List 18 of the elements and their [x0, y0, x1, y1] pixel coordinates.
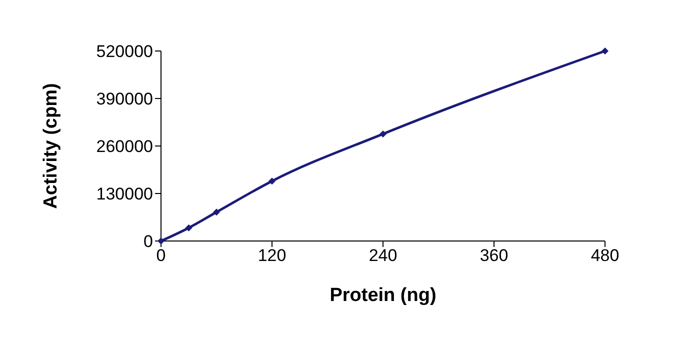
y-tick-label: 390000 [96, 90, 153, 109]
x-tick-label: 240 [368, 246, 398, 266]
y-tick-label: 520000 [96, 42, 153, 62]
x-tick-label: 480 [590, 246, 620, 266]
point [158, 238, 164, 244]
y-tick-label: 0 [144, 232, 153, 252]
x-tick-label: 120 [258, 246, 286, 266]
x-axis-title: Protein (ng) [330, 285, 436, 306]
y-axis-title: Activity (cpm) [40, 83, 62, 209]
x-tick-label: 360 [480, 246, 508, 266]
point [602, 48, 608, 54]
point [213, 208, 220, 216]
y-tick-label: 130000 [96, 184, 153, 204]
y-tick-label: 260000 [96, 137, 153, 156]
point [380, 130, 386, 138]
x-tick-label: 0 [156, 246, 166, 266]
point [185, 224, 192, 232]
point [268, 178, 276, 185]
